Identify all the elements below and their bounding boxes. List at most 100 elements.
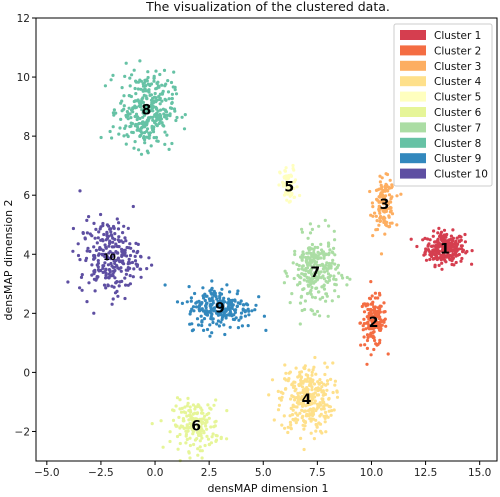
data-point <box>284 371 288 375</box>
data-point <box>133 124 137 128</box>
data-point <box>375 227 380 232</box>
data-point <box>215 304 219 309</box>
data-point <box>219 320 223 324</box>
data-point <box>336 295 341 299</box>
data-point <box>332 408 336 412</box>
data-point <box>212 306 217 310</box>
data-point <box>390 212 395 216</box>
data-point <box>196 453 200 457</box>
data-point <box>164 109 168 113</box>
data-point <box>230 298 234 302</box>
x-tick-label: 15.0 <box>468 467 491 479</box>
data-point <box>317 421 321 425</box>
data-point <box>286 379 290 383</box>
data-point <box>85 300 89 304</box>
data-point <box>432 256 436 261</box>
data-point <box>111 73 115 77</box>
data-point <box>167 147 171 151</box>
data-point <box>314 279 318 283</box>
data-point <box>370 294 374 298</box>
data-point <box>315 393 319 397</box>
data-point <box>307 399 311 403</box>
data-point <box>307 413 311 418</box>
data-point <box>331 361 335 365</box>
data-point <box>323 361 327 365</box>
data-point <box>243 314 247 318</box>
data-point <box>432 229 436 233</box>
data-point <box>314 286 318 290</box>
data-point <box>361 328 365 332</box>
data-point <box>362 335 366 339</box>
data-point <box>112 245 116 249</box>
data-point <box>300 272 304 276</box>
data-point <box>193 291 197 296</box>
data-point <box>290 383 294 387</box>
data-point <box>378 204 382 208</box>
data-point <box>300 230 304 234</box>
data-point <box>309 417 314 421</box>
data-point <box>388 221 392 225</box>
data-point <box>180 301 184 305</box>
data-point <box>246 324 250 328</box>
data-point <box>129 116 133 120</box>
data-point <box>371 314 376 319</box>
data-point <box>328 248 332 252</box>
data-point <box>173 109 177 113</box>
data-point <box>123 251 127 255</box>
data-point <box>123 126 127 130</box>
data-point <box>191 305 196 309</box>
data-point <box>296 418 300 422</box>
data-point <box>326 244 331 248</box>
data-point <box>215 322 219 326</box>
data-point <box>322 287 327 291</box>
data-point <box>440 267 444 271</box>
data-point <box>190 424 194 428</box>
data-point <box>385 172 390 177</box>
data-point <box>204 424 208 428</box>
data-point <box>305 279 309 283</box>
data-point <box>378 341 382 345</box>
data-point <box>301 414 305 418</box>
data-point <box>108 256 113 260</box>
data-point <box>449 237 453 241</box>
data-point <box>116 294 120 298</box>
data-point <box>378 219 383 223</box>
plot-frame <box>35 17 498 462</box>
data-point <box>436 237 440 241</box>
data-point <box>293 252 297 257</box>
data-point <box>159 419 163 423</box>
data-point <box>331 258 335 262</box>
data-point <box>313 355 317 360</box>
data-point <box>386 189 390 193</box>
data-point <box>133 254 137 258</box>
series-7-points <box>282 218 352 326</box>
data-point <box>333 262 337 266</box>
data-point <box>220 315 225 319</box>
data-point <box>76 242 80 246</box>
data-point <box>424 249 428 253</box>
data-point <box>311 407 315 411</box>
data-point <box>293 396 298 400</box>
data-point <box>287 189 291 194</box>
data-point <box>143 87 147 91</box>
data-point <box>369 334 373 338</box>
data-point <box>116 256 120 260</box>
data-point <box>175 434 180 439</box>
data-point <box>207 442 211 446</box>
x-tick-label: 2.5 <box>201 467 218 479</box>
data-point <box>138 102 143 107</box>
data-point <box>207 416 211 420</box>
data-point <box>147 256 151 260</box>
data-point <box>80 288 84 292</box>
data-point <box>81 231 85 235</box>
data-point <box>161 445 165 449</box>
data-point <box>262 314 266 318</box>
legend-swatch <box>400 30 426 40</box>
data-point <box>145 121 149 126</box>
data-point <box>308 379 312 383</box>
data-point <box>130 122 135 126</box>
data-point <box>300 267 304 271</box>
data-point <box>318 401 322 405</box>
data-point <box>134 80 138 84</box>
data-point <box>372 330 376 334</box>
